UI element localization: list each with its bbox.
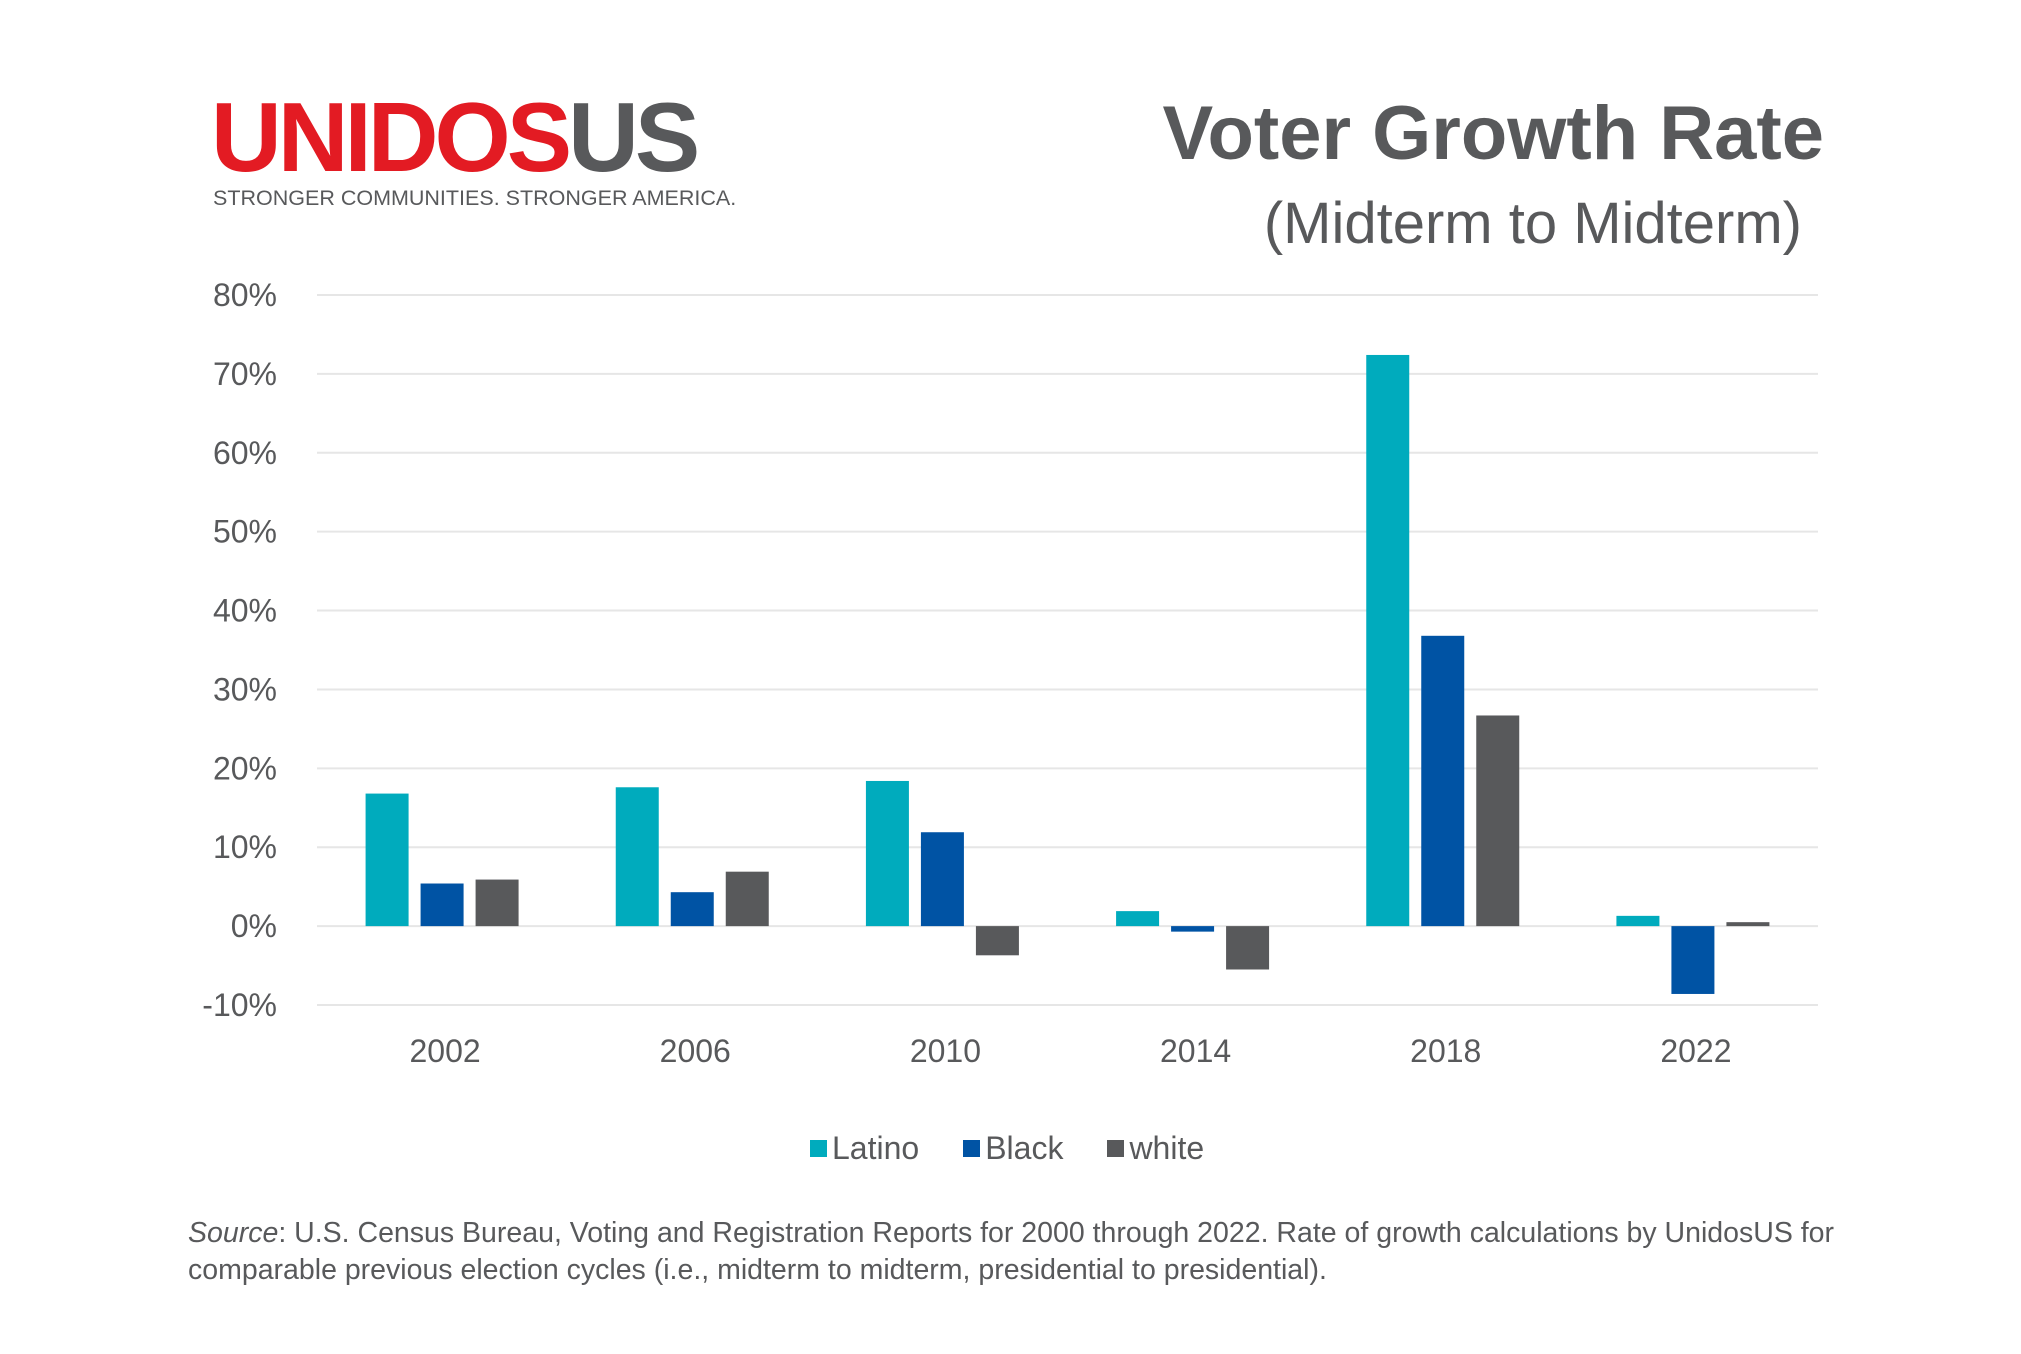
bar-black-2014 <box>1171 926 1215 932</box>
bar-white-2010 <box>975 926 1019 956</box>
logo-wordmark-unidos: UNIDOS <box>211 82 572 192</box>
bar-latino-2002 <box>365 793 409 927</box>
legend-swatch-white <box>1107 1140 1125 1157</box>
bar-black-2006 <box>670 892 714 927</box>
bar-white-2014 <box>1226 926 1270 970</box>
legend-swatch-latino <box>810 1140 827 1157</box>
legend-label-black: Black <box>985 1130 1064 1166</box>
chart-title: Voter Growth Rate <box>1162 91 1824 176</box>
y-tick-label: 0% <box>231 908 277 944</box>
bar-white-2022 <box>1726 922 1770 927</box>
bar-black-2010 <box>920 832 964 927</box>
gridlines <box>317 294 1818 1006</box>
bar-white-2018 <box>1476 715 1520 927</box>
bars <box>365 354 1770 994</box>
bar-latino-2010 <box>865 780 909 927</box>
legend-item-latino: Latino <box>810 1130 919 1167</box>
logo-tagline: STRONGER COMMUNITIES. STRONGER AMERICA. <box>213 186 737 210</box>
y-tick-label: 80% <box>213 277 277 313</box>
legend: Latino Black white <box>810 1130 1248 1167</box>
source-note: Source: U.S. Census Bureau, Voting and R… <box>188 1215 1838 1289</box>
x-tick-label: 2010 <box>910 1033 981 1069</box>
y-tick-label: 70% <box>213 356 277 392</box>
bar-latino-2022 <box>1616 915 1660 927</box>
legend-item-white: white <box>1107 1130 1204 1167</box>
y-tick-label: 50% <box>213 514 277 550</box>
source-label: Source <box>188 1217 279 1249</box>
bar-latino-2014 <box>1116 911 1160 927</box>
x-tick-label: 2014 <box>1160 1033 1231 1069</box>
legend-swatch-black <box>963 1140 981 1157</box>
x-tick-label: 2002 <box>409 1033 480 1069</box>
y-tick-label: 10% <box>213 829 277 865</box>
bar-black-2022 <box>1671 926 1715 994</box>
logo-wordmark-us: US <box>568 82 700 192</box>
y-tick-label: 40% <box>213 593 277 629</box>
bar-latino-2006 <box>615 787 659 927</box>
y-tick-label: -10% <box>202 987 277 1023</box>
y-tick-label: 20% <box>213 750 277 786</box>
x-tick-label: 2006 <box>660 1033 731 1069</box>
legend-label-latino: Latino <box>832 1130 920 1166</box>
x-tick-label: 2022 <box>1660 1033 1731 1069</box>
bar-black-2018 <box>1421 635 1465 927</box>
x-axis-tick-labels: 2002 2006 2010 2014 2018 2022 <box>409 1033 1731 1069</box>
source-text: : U.S. Census Bureau, Voting and Registr… <box>188 1217 1835 1286</box>
legend-item-black: Black <box>963 1130 1063 1167</box>
y-tick-label: 30% <box>213 671 277 707</box>
y-axis-tick-labels: -10% 0% 10% 20% 30% 40% 50% 60% 70% 80% <box>202 277 277 1023</box>
bar-latino-2018 <box>1366 354 1410 927</box>
y-tick-label: 60% <box>213 435 277 471</box>
unidosus-logo: UNIDOSUS <box>211 88 700 186</box>
legend-label-white: white <box>1129 1130 1205 1166</box>
chart-subtitle: (Midterm to Midterm) <box>1263 191 1802 256</box>
bar-white-2006 <box>725 871 769 927</box>
x-tick-label: 2018 <box>1410 1033 1481 1069</box>
bar-white-2002 <box>475 879 519 927</box>
bar-black-2002 <box>420 883 464 927</box>
